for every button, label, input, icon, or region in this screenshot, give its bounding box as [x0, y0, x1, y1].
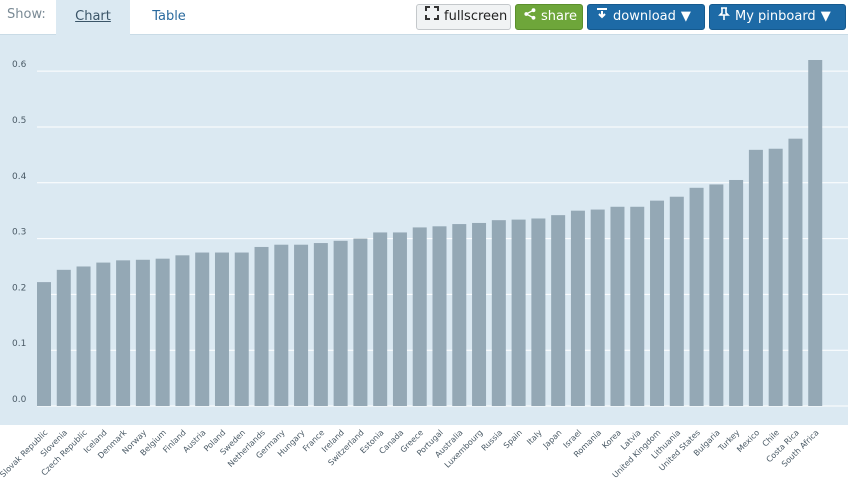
bar-russia[interactable] [491, 220, 506, 406]
chart-toolbar: Show: Chart Table fullscreen share downl [0, 0, 848, 35]
x-tick-label: Spain [502, 428, 524, 450]
tab-chart[interactable]: Chart [56, 0, 130, 35]
bar-luxembourg[interactable] [472, 222, 487, 406]
share-icon [524, 4, 536, 30]
share-label: share [541, 9, 578, 24]
bar-korea[interactable] [610, 206, 625, 406]
bar-united-kingdom[interactable] [650, 200, 665, 406]
bar-germany[interactable] [274, 244, 289, 406]
pinboard-label: My pinboard [735, 9, 816, 24]
bar-denmark[interactable] [116, 260, 131, 406]
bar-canada[interactable] [392, 232, 407, 406]
fullscreen-button[interactable]: fullscreen [416, 4, 511, 30]
y-tick-label: 0.6 [12, 60, 27, 70]
tab-table[interactable]: Table [152, 9, 186, 24]
bar-ireland[interactable] [333, 240, 348, 406]
bar-slovenia[interactable] [56, 269, 71, 406]
pinboard-dropdown-icon: ▼ [820, 9, 831, 24]
bar-israel[interactable] [570, 210, 585, 406]
bar-hungary[interactable] [294, 244, 309, 406]
x-tick-label: Japan [541, 428, 564, 451]
x-tick-label: Russia [480, 428, 505, 453]
bar-australia[interactable] [452, 224, 467, 406]
bar-greece[interactable] [412, 227, 427, 406]
bar-south-africa[interactable] [808, 60, 823, 406]
share-button[interactable]: share [515, 4, 583, 30]
x-tick-label: Mexico [735, 428, 761, 454]
bar-lithuania[interactable] [669, 196, 684, 406]
y-tick-label: 0.1 [12, 339, 26, 349]
bar-latvia[interactable] [630, 206, 645, 406]
bar-bulgaria[interactable] [709, 184, 724, 406]
bar-italy[interactable] [531, 218, 546, 406]
bar-poland[interactable] [214, 252, 229, 406]
bar-portugal[interactable] [432, 226, 447, 406]
bar-turkey[interactable] [729, 179, 744, 406]
y-tick-label: 0.4 [12, 172, 27, 182]
download-button[interactable]: download ▼ [587, 4, 705, 30]
fullscreen-label: fullscreen [444, 9, 508, 24]
fullscreen-icon [425, 4, 439, 30]
bar-switzerland[interactable] [353, 238, 368, 406]
bar-costa-rica[interactable] [788, 138, 803, 406]
bar-sweden[interactable] [234, 252, 249, 406]
download-icon [596, 4, 608, 30]
bar-finland[interactable] [175, 255, 190, 406]
y-tick-label: 0.2 [12, 283, 26, 293]
bar-romania[interactable] [590, 209, 605, 406]
bar-mexico[interactable] [748, 149, 763, 406]
bar-united-states[interactable] [689, 187, 704, 406]
bar-austria[interactable] [195, 252, 210, 406]
bar-chile[interactable] [768, 148, 783, 407]
show-label: Show: [7, 7, 46, 22]
pin-icon [718, 4, 730, 30]
download-label: download [613, 9, 676, 24]
bar-spain[interactable] [511, 219, 526, 406]
bar-estonia[interactable] [373, 232, 388, 406]
bar-netherlands[interactable] [254, 246, 269, 406]
y-tick-label: 0.5 [12, 116, 26, 126]
y-tick-label: 0.3 [12, 228, 26, 238]
pinboard-button[interactable]: My pinboard ▼ [709, 4, 846, 30]
bar-slovak-republic[interactable] [37, 282, 51, 406]
bar-norway[interactable] [135, 259, 150, 406]
download-dropdown-icon: ▼ [680, 9, 691, 24]
bar-belgium[interactable] [155, 258, 170, 406]
bar-japan[interactable] [551, 215, 566, 406]
bar-france[interactable] [313, 243, 328, 406]
bar-czech-republic[interactable] [76, 266, 91, 406]
bar-iceland[interactable] [96, 262, 111, 406]
y-tick-label: 0.0 [12, 395, 27, 405]
